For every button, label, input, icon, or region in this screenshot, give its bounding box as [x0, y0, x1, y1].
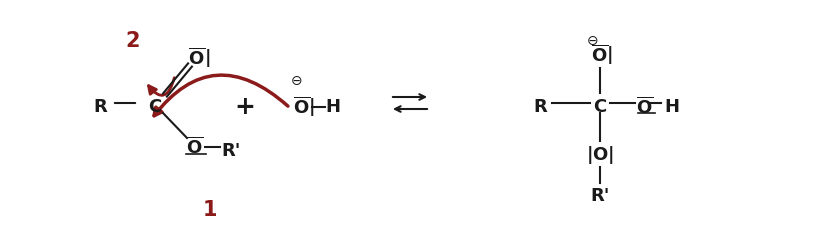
Text: |: |	[205, 49, 211, 67]
Text: 1: 1	[203, 200, 217, 220]
Text: $\mathregular{\overline{O}}$: $\mathregular{\overline{O}}$	[187, 137, 204, 157]
Text: R': R'	[590, 187, 610, 205]
Text: $\mathregular{\overline{O}}$: $\mathregular{\overline{O}}$	[188, 48, 206, 68]
Text: $\mathregular{\overline{O}}$: $\mathregular{\overline{O}}$	[293, 97, 311, 117]
Text: $\mathregular{|O|}$: $\mathregular{|O|}$	[586, 144, 614, 166]
FancyArrowPatch shape	[149, 78, 174, 95]
Text: C: C	[593, 98, 607, 116]
Text: +: +	[234, 95, 256, 119]
Text: 2: 2	[126, 31, 141, 51]
Text: R: R	[93, 98, 107, 116]
Text: $\mathregular{\overline{O}}$: $\mathregular{\overline{O}}$	[636, 97, 653, 117]
Text: H: H	[326, 98, 340, 116]
FancyArrowPatch shape	[154, 75, 288, 116]
Text: |: |	[309, 98, 316, 116]
Text: H: H	[664, 98, 680, 116]
Text: |: |	[607, 46, 613, 64]
Text: $\ominus$: $\ominus$	[586, 34, 598, 48]
Text: R: R	[533, 98, 547, 116]
Text: R': R'	[221, 142, 241, 160]
Text: $\mathregular{\overline{O}}$: $\mathregular{\overline{O}}$	[591, 45, 608, 65]
Text: $\ominus$: $\ominus$	[290, 74, 302, 88]
Text: C: C	[149, 98, 162, 116]
